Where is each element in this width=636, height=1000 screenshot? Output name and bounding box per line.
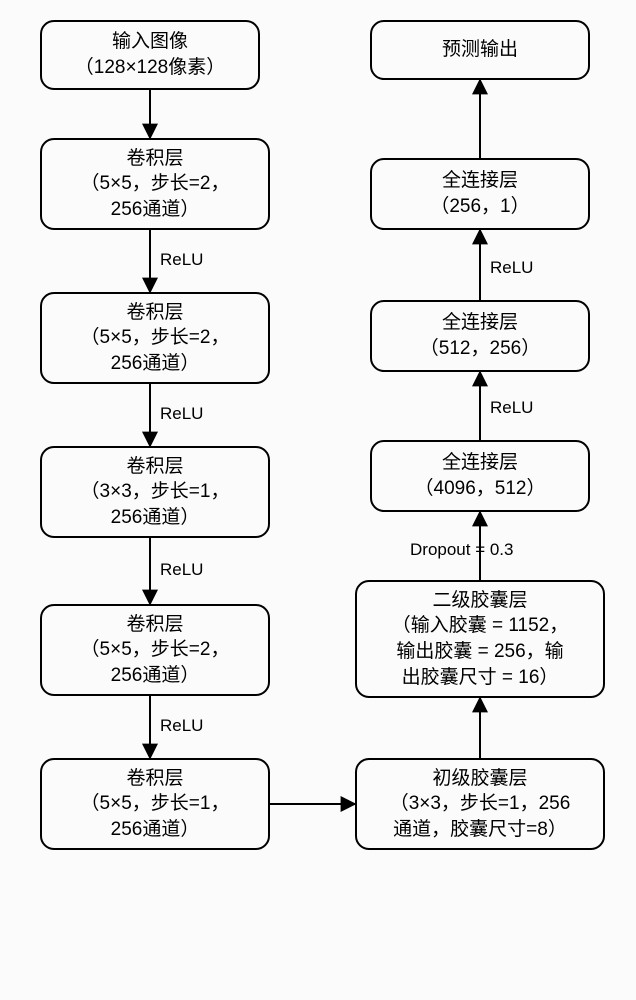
node-text-line: 卷积层 [126, 612, 183, 638]
node-text-line: 全连接层 [442, 450, 518, 476]
node-n8: 全连接层（4096，512） [370, 440, 590, 512]
node-text-line: 256通道） [111, 351, 200, 377]
node-text-line: （3×3，步长=1，256 [390, 791, 571, 817]
node-n9: 全连接层（512，256） [370, 300, 590, 372]
node-n0: 输入图像（128×128像素） [40, 20, 260, 90]
node-n2: 卷积层（5×5，步长=2，256通道） [40, 292, 270, 384]
node-text-line: （512，256） [420, 336, 540, 362]
node-text-line: 通道，胶囊尺寸=8） [393, 817, 567, 843]
node-n6: 初级胶囊层（3×3，步长=1，256通道，胶囊尺寸=8） [355, 758, 605, 850]
node-text-line: 出胶囊尺寸 = 16） [402, 665, 559, 691]
node-n5: 卷积层（5×5，步长=1，256通道） [40, 758, 270, 850]
node-text-line: （5×5，步长=2， [81, 637, 230, 663]
flowchart-canvas: 输入图像（128×128像素）卷积层（5×5，步长=2，256通道）卷积层（5×… [0, 0, 636, 1000]
node-text-line: 二级胶囊层 [432, 588, 527, 614]
node-text-line: 卷积层 [126, 146, 183, 172]
node-text-line: （256，1） [430, 194, 529, 220]
node-text-line: 256通道） [111, 817, 200, 843]
node-text-line: 输出胶囊 = 256，输 [396, 639, 563, 665]
node-n7: 二级胶囊层（输入胶囊 = 1152，输出胶囊 = 256，输出胶囊尺寸 = 16… [355, 580, 605, 698]
node-text-line: 256通道） [111, 197, 200, 223]
node-text-line: （输入胶囊 = 1152， [392, 613, 569, 639]
node-text-line: 卷积层 [126, 766, 183, 792]
edge-label: ReLU [160, 560, 203, 580]
node-text-line: 256通道） [111, 505, 200, 531]
node-text-line: （128×128像素） [75, 55, 226, 81]
node-n4: 卷积层（5×5，步长=2，256通道） [40, 604, 270, 696]
node-n1: 卷积层（5×5，步长=2，256通道） [40, 138, 270, 230]
edge-label: ReLU [160, 404, 203, 424]
node-text-line: （4096，512） [415, 476, 546, 502]
node-text-line: 初级胶囊层 [432, 766, 527, 792]
node-text-line: （5×5，步长=2， [81, 325, 230, 351]
node-n11: 预测输出 [370, 20, 590, 80]
edge-label: ReLU [160, 716, 203, 736]
node-text-line: 输入图像 [112, 29, 188, 55]
node-text-line: 全连接层 [442, 168, 518, 194]
edge-label: ReLU [490, 398, 533, 418]
node-text-line: 卷积层 [126, 454, 183, 480]
node-text-line: 卷积层 [126, 300, 183, 326]
node-n3: 卷积层（3×3，步长=1，256通道） [40, 446, 270, 538]
node-text-line: 预测输出 [442, 37, 518, 63]
node-text-line: （5×5，步长=1， [81, 791, 230, 817]
node-n10: 全连接层（256，1） [370, 158, 590, 230]
edge-label: ReLU [490, 258, 533, 278]
node-text-line: （5×5，步长=2， [81, 171, 230, 197]
node-text-line: （3×3，步长=1， [81, 479, 230, 505]
node-text-line: 256通道） [111, 663, 200, 689]
edge-label: ReLU [160, 250, 203, 270]
node-text-line: 全连接层 [442, 310, 518, 336]
edge-label: Dropout = 0.3 [410, 540, 514, 560]
